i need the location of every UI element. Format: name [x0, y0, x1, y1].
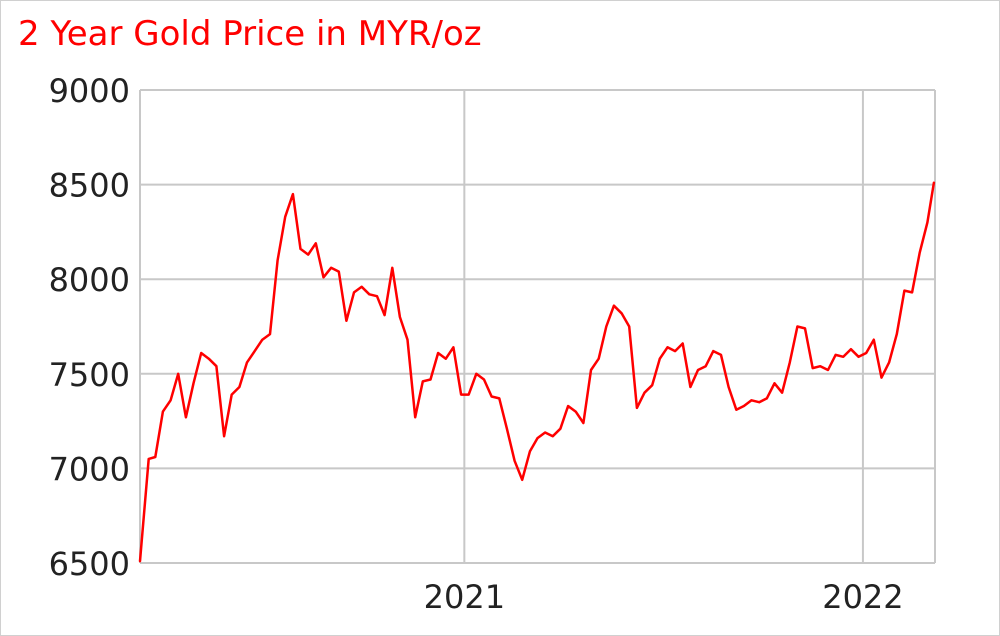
y-tick-label: 7500 — [49, 356, 130, 394]
x-tick-label: 2021 — [424, 578, 505, 616]
price-series-line — [138, 181, 936, 563]
y-tick-label: 7000 — [49, 450, 130, 488]
y-tick-label: 8500 — [49, 167, 130, 205]
y-tick-label: 6500 — [49, 545, 130, 583]
chart-title: 2 Year Gold Price in MYR/oz — [18, 14, 482, 54]
y-tick-label: 9000 — [49, 72, 130, 110]
x-tick-label: 2022 — [822, 578, 903, 616]
y-tick-label: 8000 — [49, 261, 130, 299]
